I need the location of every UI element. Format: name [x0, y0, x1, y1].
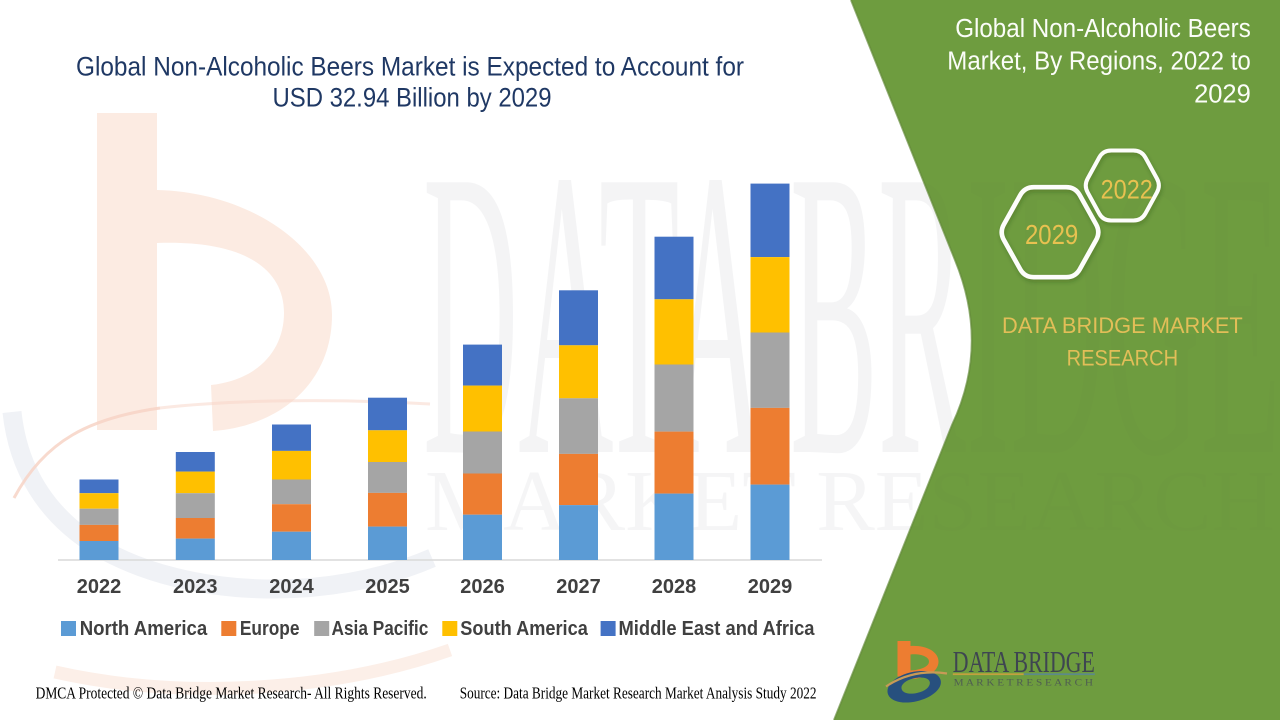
svg-text:2028: 2028: [652, 576, 697, 598]
svg-text:2029: 2029: [748, 576, 793, 598]
svg-text:South America: South America: [460, 618, 588, 640]
svg-text:Global Non-Alcoholic Beers: Global Non-Alcoholic Beers: [955, 15, 1251, 43]
svg-text:2026: 2026: [460, 576, 505, 598]
svg-text:2029: 2029: [1025, 219, 1078, 250]
svg-text:USD 32.94 Billion by 2029: USD 32.94 Billion by 2029: [273, 83, 552, 113]
svg-text:DMCA Protected © Data Bridge M: DMCA Protected © Data Bridge Market Rese…: [36, 683, 427, 702]
svg-text:Source: Data Bridge Market Res: Source: Data Bridge Market Research Mark…: [460, 683, 817, 702]
svg-text:2022: 2022: [77, 576, 122, 598]
svg-text:2027: 2027: [556, 576, 601, 598]
svg-text:Europe: Europe: [240, 618, 300, 640]
svg-text:2023: 2023: [173, 576, 218, 598]
svg-text:DATA BRIDGE: DATA BRIDGE: [953, 644, 1095, 679]
svg-text:2029: 2029: [1194, 80, 1251, 108]
svg-text:2022: 2022: [1101, 174, 1153, 204]
svg-text:M A R K E T R E S E A R C H: M A R K E T R E S E A R C H: [954, 679, 1093, 689]
svg-text:Market, By Regions, 2022 to: Market, By Regions, 2022 to: [947, 48, 1251, 76]
svg-text:2025: 2025: [365, 576, 410, 598]
svg-text:DATA BRIDGE MARKET: DATA BRIDGE MARKET: [1002, 313, 1243, 338]
svg-text:Middle East and Africa: Middle East and Africa: [619, 618, 816, 640]
svg-text:Asia Pacific: Asia Pacific: [332, 618, 429, 640]
svg-text:North America: North America: [80, 618, 208, 640]
svg-text:RESEARCH: RESEARCH: [1067, 346, 1179, 371]
svg-text:2024: 2024: [269, 576, 314, 598]
svg-text:Global Non-Alcoholic Beers Mar: Global Non-Alcoholic Beers Market is Exp…: [76, 52, 744, 82]
